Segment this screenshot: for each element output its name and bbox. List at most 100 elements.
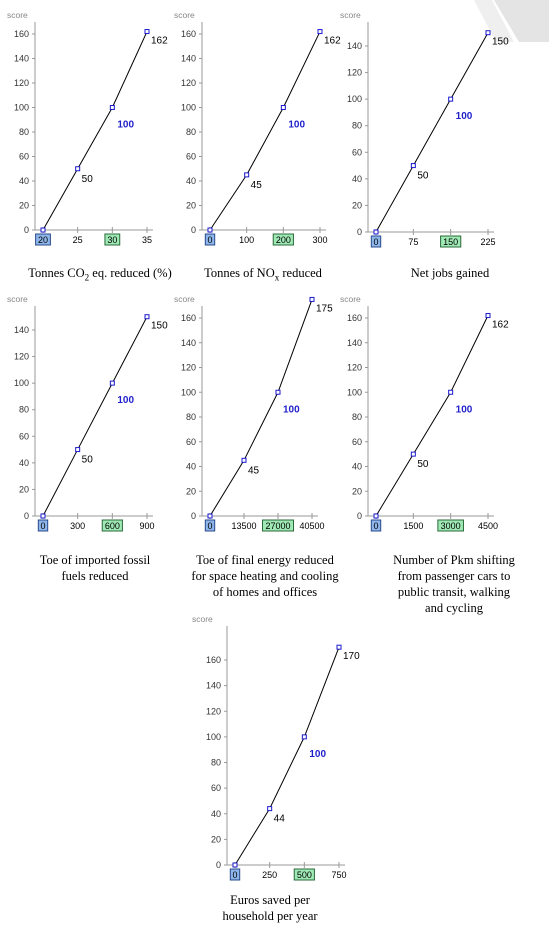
data-label: 45 bbox=[248, 465, 260, 476]
data-label: 100 bbox=[456, 404, 473, 415]
y-tick-label: 20 bbox=[211, 834, 221, 844]
y-axis-label: score bbox=[340, 294, 361, 304]
data-label: 45 bbox=[251, 180, 263, 191]
y-tick-label: 100 bbox=[347, 387, 362, 397]
data-point bbox=[309, 296, 315, 302]
data-point bbox=[410, 163, 416, 169]
y-axis-label: score bbox=[340, 10, 361, 20]
caption-net-jobs-text: Net jobs gained bbox=[410, 266, 490, 280]
caption-line: Euros saved per bbox=[230, 893, 310, 907]
y-tick-label: 60 bbox=[352, 147, 362, 157]
x-tick-highlight-target bbox=[437, 519, 464, 532]
y-tick-label: 80 bbox=[211, 758, 221, 768]
data-point bbox=[40, 227, 46, 233]
y-tick-label: 40 bbox=[19, 458, 29, 468]
data-point bbox=[144, 29, 150, 35]
caption-line: fuels reduced bbox=[61, 569, 129, 583]
data-label: 50 bbox=[82, 174, 94, 185]
x-tick-label: 0 bbox=[373, 237, 378, 247]
y-tick-label: 100 bbox=[181, 387, 196, 397]
y-tick-label: 80 bbox=[19, 405, 29, 415]
caption-pkm-shift: Number of Pkm shifting from passenger ca… bbox=[359, 552, 549, 616]
chart-svg: score 0 20 40 60 80 100 120 140 0 75 150 225 50 100 150 bbox=[340, 10, 509, 248]
series-line bbox=[42, 31, 148, 231]
chart-svg: score 0 20 40 60 80 100 120 140 160 20 25 30 35 50 100 1… bbox=[7, 10, 168, 246]
caption-net-jobs: Net jobs gained bbox=[355, 265, 545, 281]
data-point bbox=[317, 29, 323, 35]
x-tick-label: 3000 bbox=[441, 521, 461, 531]
x-tick-label: 25 bbox=[73, 235, 83, 245]
y-tick-label: 100 bbox=[347, 94, 362, 104]
x-tick-highlight-reference bbox=[35, 233, 51, 246]
caption-line: and cycling bbox=[425, 601, 483, 615]
y-tick-label: 20 bbox=[352, 200, 362, 210]
series-line bbox=[234, 647, 340, 866]
caption-nox: Tonnes of NOx reduced bbox=[168, 265, 358, 286]
caption-co2-text: Tonnes CO bbox=[28, 266, 85, 280]
chart-panel-net-jobs: score 0 20 40 60 80 100 120 140 0 75 150 225 50 100 150 bbox=[338, 8, 518, 253]
data-point bbox=[40, 513, 46, 519]
caption-line: of homes and offices bbox=[212, 585, 318, 599]
y-tick-label: 60 bbox=[186, 437, 196, 447]
x-tick-label: 600 bbox=[105, 521, 120, 531]
data-label: 50 bbox=[417, 459, 429, 470]
caption-line: Toe of imported fossil bbox=[39, 553, 151, 567]
data-point bbox=[485, 30, 491, 36]
y-tick-label: 80 bbox=[19, 127, 29, 137]
x-tick-highlight-reference bbox=[370, 519, 382, 532]
data-point bbox=[75, 166, 81, 172]
chart-panel-fossil-fuels: score 0 20 40 60 80 100 120 140 0 300 600 900 50 100 15… bbox=[5, 292, 185, 537]
chart-svg: score 0 20 40 60 80 100 120 140 0 300 600 900 50 100 15… bbox=[7, 294, 168, 532]
y-tick-label: 120 bbox=[347, 68, 362, 78]
x-tick-highlight-target bbox=[104, 233, 121, 246]
y-tick-label: 140 bbox=[14, 325, 29, 335]
caption-line: household per year bbox=[222, 909, 318, 923]
y-tick-label: 0 bbox=[216, 860, 221, 870]
y-tick-label: 40 bbox=[352, 462, 362, 472]
data-label: 100 bbox=[117, 395, 134, 406]
x-tick-highlight-target bbox=[272, 233, 294, 246]
x-tick-label: 40500 bbox=[299, 521, 324, 531]
caption-line: Toe of final energy reduced bbox=[196, 553, 334, 567]
y-tick-label: 0 bbox=[24, 225, 29, 235]
x-tick-label: 0 bbox=[207, 521, 212, 531]
x-tick-label: 0 bbox=[232, 870, 237, 880]
y-tick-label: 0 bbox=[357, 227, 362, 237]
y-tick-label: 160 bbox=[14, 29, 29, 39]
y-tick-label: 0 bbox=[191, 511, 196, 521]
y-tick-label: 60 bbox=[186, 152, 196, 162]
data-point bbox=[232, 862, 238, 868]
y-tick-label: 60 bbox=[19, 152, 29, 162]
y-tick-label: 20 bbox=[19, 484, 29, 494]
y-tick-label: 120 bbox=[14, 352, 29, 362]
data-point bbox=[144, 314, 150, 320]
caption-line: for space heating and cooling bbox=[191, 569, 339, 583]
watermark-logo bbox=[474, 0, 549, 42]
y-axis-label: score bbox=[7, 10, 28, 20]
chart-svg: score 0 20 40 60 80 100 120 140 160 0 13500 27000 405… bbox=[174, 294, 333, 532]
data-point bbox=[448, 389, 454, 395]
y-axis-label: score bbox=[192, 614, 213, 624]
x-tick-label: 900 bbox=[139, 521, 154, 531]
data-label: 150 bbox=[151, 321, 168, 332]
x-tick-label: 27000 bbox=[265, 521, 290, 531]
y-tick-label: 120 bbox=[181, 78, 196, 88]
data-label: 100 bbox=[309, 749, 326, 760]
x-tick-label: 100 bbox=[239, 235, 254, 245]
x-tick-label: 300 bbox=[70, 521, 85, 531]
chart-panel-euros-saved: score 0 20 40 60 80 100 120 140 160 0 250 500 750 44 10… bbox=[190, 612, 370, 881]
data-label: 162 bbox=[492, 320, 509, 331]
series-line bbox=[209, 299, 313, 517]
x-tick-label: 150 bbox=[443, 237, 458, 247]
data-label: 162 bbox=[151, 36, 168, 47]
caption-nox-text: Tonnes of NO bbox=[204, 266, 275, 280]
series-line bbox=[42, 316, 148, 517]
y-tick-label: 120 bbox=[347, 363, 362, 373]
x-tick-label: 1500 bbox=[403, 521, 423, 531]
y-tick-label: 40 bbox=[186, 462, 196, 472]
chart-svg: score 0 20 40 60 80 100 120 140 160 0 1500 3000 4500 5… bbox=[340, 294, 509, 532]
data-point bbox=[410, 451, 416, 457]
x-tick-label: 30 bbox=[107, 235, 117, 245]
caption-euros-saved: Euros saved per household per year bbox=[175, 892, 365, 924]
x-tick-label: 250 bbox=[262, 870, 277, 880]
